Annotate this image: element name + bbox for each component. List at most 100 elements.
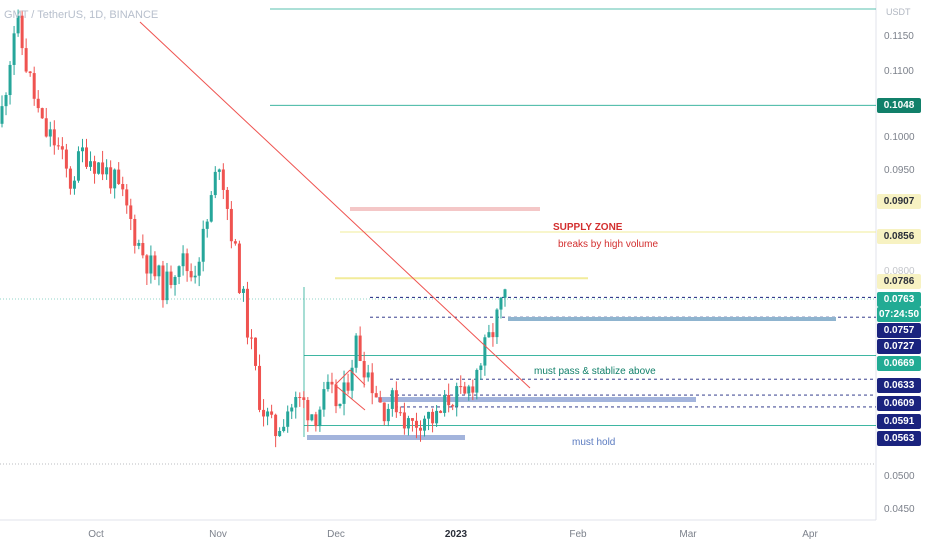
currency-label: USDT <box>886 7 911 17</box>
candle-body <box>262 409 266 417</box>
candle-body <box>423 418 427 431</box>
candle-body <box>410 418 414 421</box>
price-tick: 0.1000 <box>884 132 915 143</box>
support-box-upper <box>378 397 696 402</box>
candle-body <box>370 372 374 394</box>
candle-body <box>418 427 422 431</box>
candle-body <box>306 399 310 421</box>
candle-body <box>475 369 479 393</box>
candle-body <box>350 367 354 391</box>
candle-body <box>290 407 294 412</box>
candles <box>0 9 507 448</box>
candle-body <box>431 411 435 424</box>
candle-body <box>125 189 129 206</box>
candle-body <box>12 33 16 65</box>
minor-trend-line <box>334 369 351 386</box>
candle-body <box>402 412 406 429</box>
date-tick: Dec <box>327 529 345 540</box>
must-pass-label: must pass & stablize above <box>534 366 656 377</box>
candle-body <box>8 64 12 96</box>
candle-body <box>382 402 386 422</box>
candle-body <box>149 255 153 274</box>
candle-body <box>459 386 463 388</box>
price-tag: 0.0786 <box>877 274 921 289</box>
price-tag: 0.0633 <box>877 378 921 393</box>
date-tick: Mar <box>679 529 697 540</box>
price-tag: 0.0609 <box>877 396 921 411</box>
candle-body <box>463 386 467 394</box>
candle-body <box>28 71 32 74</box>
candle-body <box>24 48 28 72</box>
candle-body <box>185 253 189 272</box>
zone-boxes <box>307 207 836 440</box>
candle-body <box>354 335 358 368</box>
candle-body <box>455 386 459 407</box>
resistance-box <box>508 317 836 321</box>
candle-body <box>491 332 495 338</box>
price-tick: 0.0450 <box>884 504 915 515</box>
date-tick: Nov <box>209 529 227 540</box>
candle-body <box>443 394 447 413</box>
candle-body <box>447 394 451 406</box>
candle-body <box>366 372 370 378</box>
candle-body <box>302 397 306 400</box>
minor-trend-line <box>349 369 366 386</box>
candle-body <box>318 409 322 427</box>
candle-body <box>314 414 318 427</box>
candle-body <box>217 169 221 172</box>
price-tick: 0.0800 <box>884 266 915 277</box>
candle-body <box>483 337 487 366</box>
candle-body <box>117 169 121 184</box>
price-tick: 0.0500 <box>884 471 915 482</box>
candle-body <box>40 108 44 119</box>
candle-body <box>266 411 270 417</box>
candle-body <box>44 118 48 137</box>
candle-body <box>193 275 197 278</box>
candle-body <box>471 386 475 393</box>
candle-body <box>435 410 439 424</box>
candle-body <box>237 243 241 293</box>
minor-trend-line <box>334 384 366 411</box>
candle-body <box>330 381 334 385</box>
supply-zone-label: SUPPLY ZONE <box>553 222 623 233</box>
date-tick: 2023 <box>444 529 468 540</box>
downtrend-line <box>139 21 531 389</box>
candle-body <box>157 265 161 277</box>
candle-body <box>362 360 366 378</box>
price-tag: 0.0763 <box>877 292 921 307</box>
must-hold-label: must hold <box>572 437 616 448</box>
price-tag: 0.0757 <box>877 323 921 338</box>
support-box-lower <box>307 435 465 440</box>
candle-body <box>499 297 503 310</box>
candle-body <box>105 167 109 175</box>
candle-body <box>145 255 149 274</box>
candle-body <box>201 228 205 262</box>
price-tag: 0.0727 <box>877 339 921 354</box>
candle-body <box>213 171 217 196</box>
candle-body <box>209 195 213 222</box>
date-tick: Apr <box>802 529 818 540</box>
candle-body <box>298 397 302 399</box>
candle-body <box>326 381 330 390</box>
candle-body <box>141 243 145 256</box>
date-tick: Feb <box>569 529 587 540</box>
candle-body <box>398 412 402 414</box>
candle-body <box>4 95 8 107</box>
price-tag: 0.0591 <box>877 414 921 429</box>
candle-body <box>64 149 68 169</box>
candle-body <box>169 271 173 285</box>
candle-body <box>451 405 455 407</box>
candle-body <box>129 205 133 219</box>
candle-body <box>165 271 169 301</box>
candle-body <box>56 145 60 147</box>
candle-body <box>85 147 89 167</box>
candle-body <box>258 365 262 410</box>
trendlines <box>139 21 531 411</box>
price-tag: 0.0856 <box>877 229 921 244</box>
candle-body <box>390 390 394 409</box>
candle-body <box>76 151 80 181</box>
candle-body <box>36 98 40 109</box>
candle-body <box>181 253 185 267</box>
